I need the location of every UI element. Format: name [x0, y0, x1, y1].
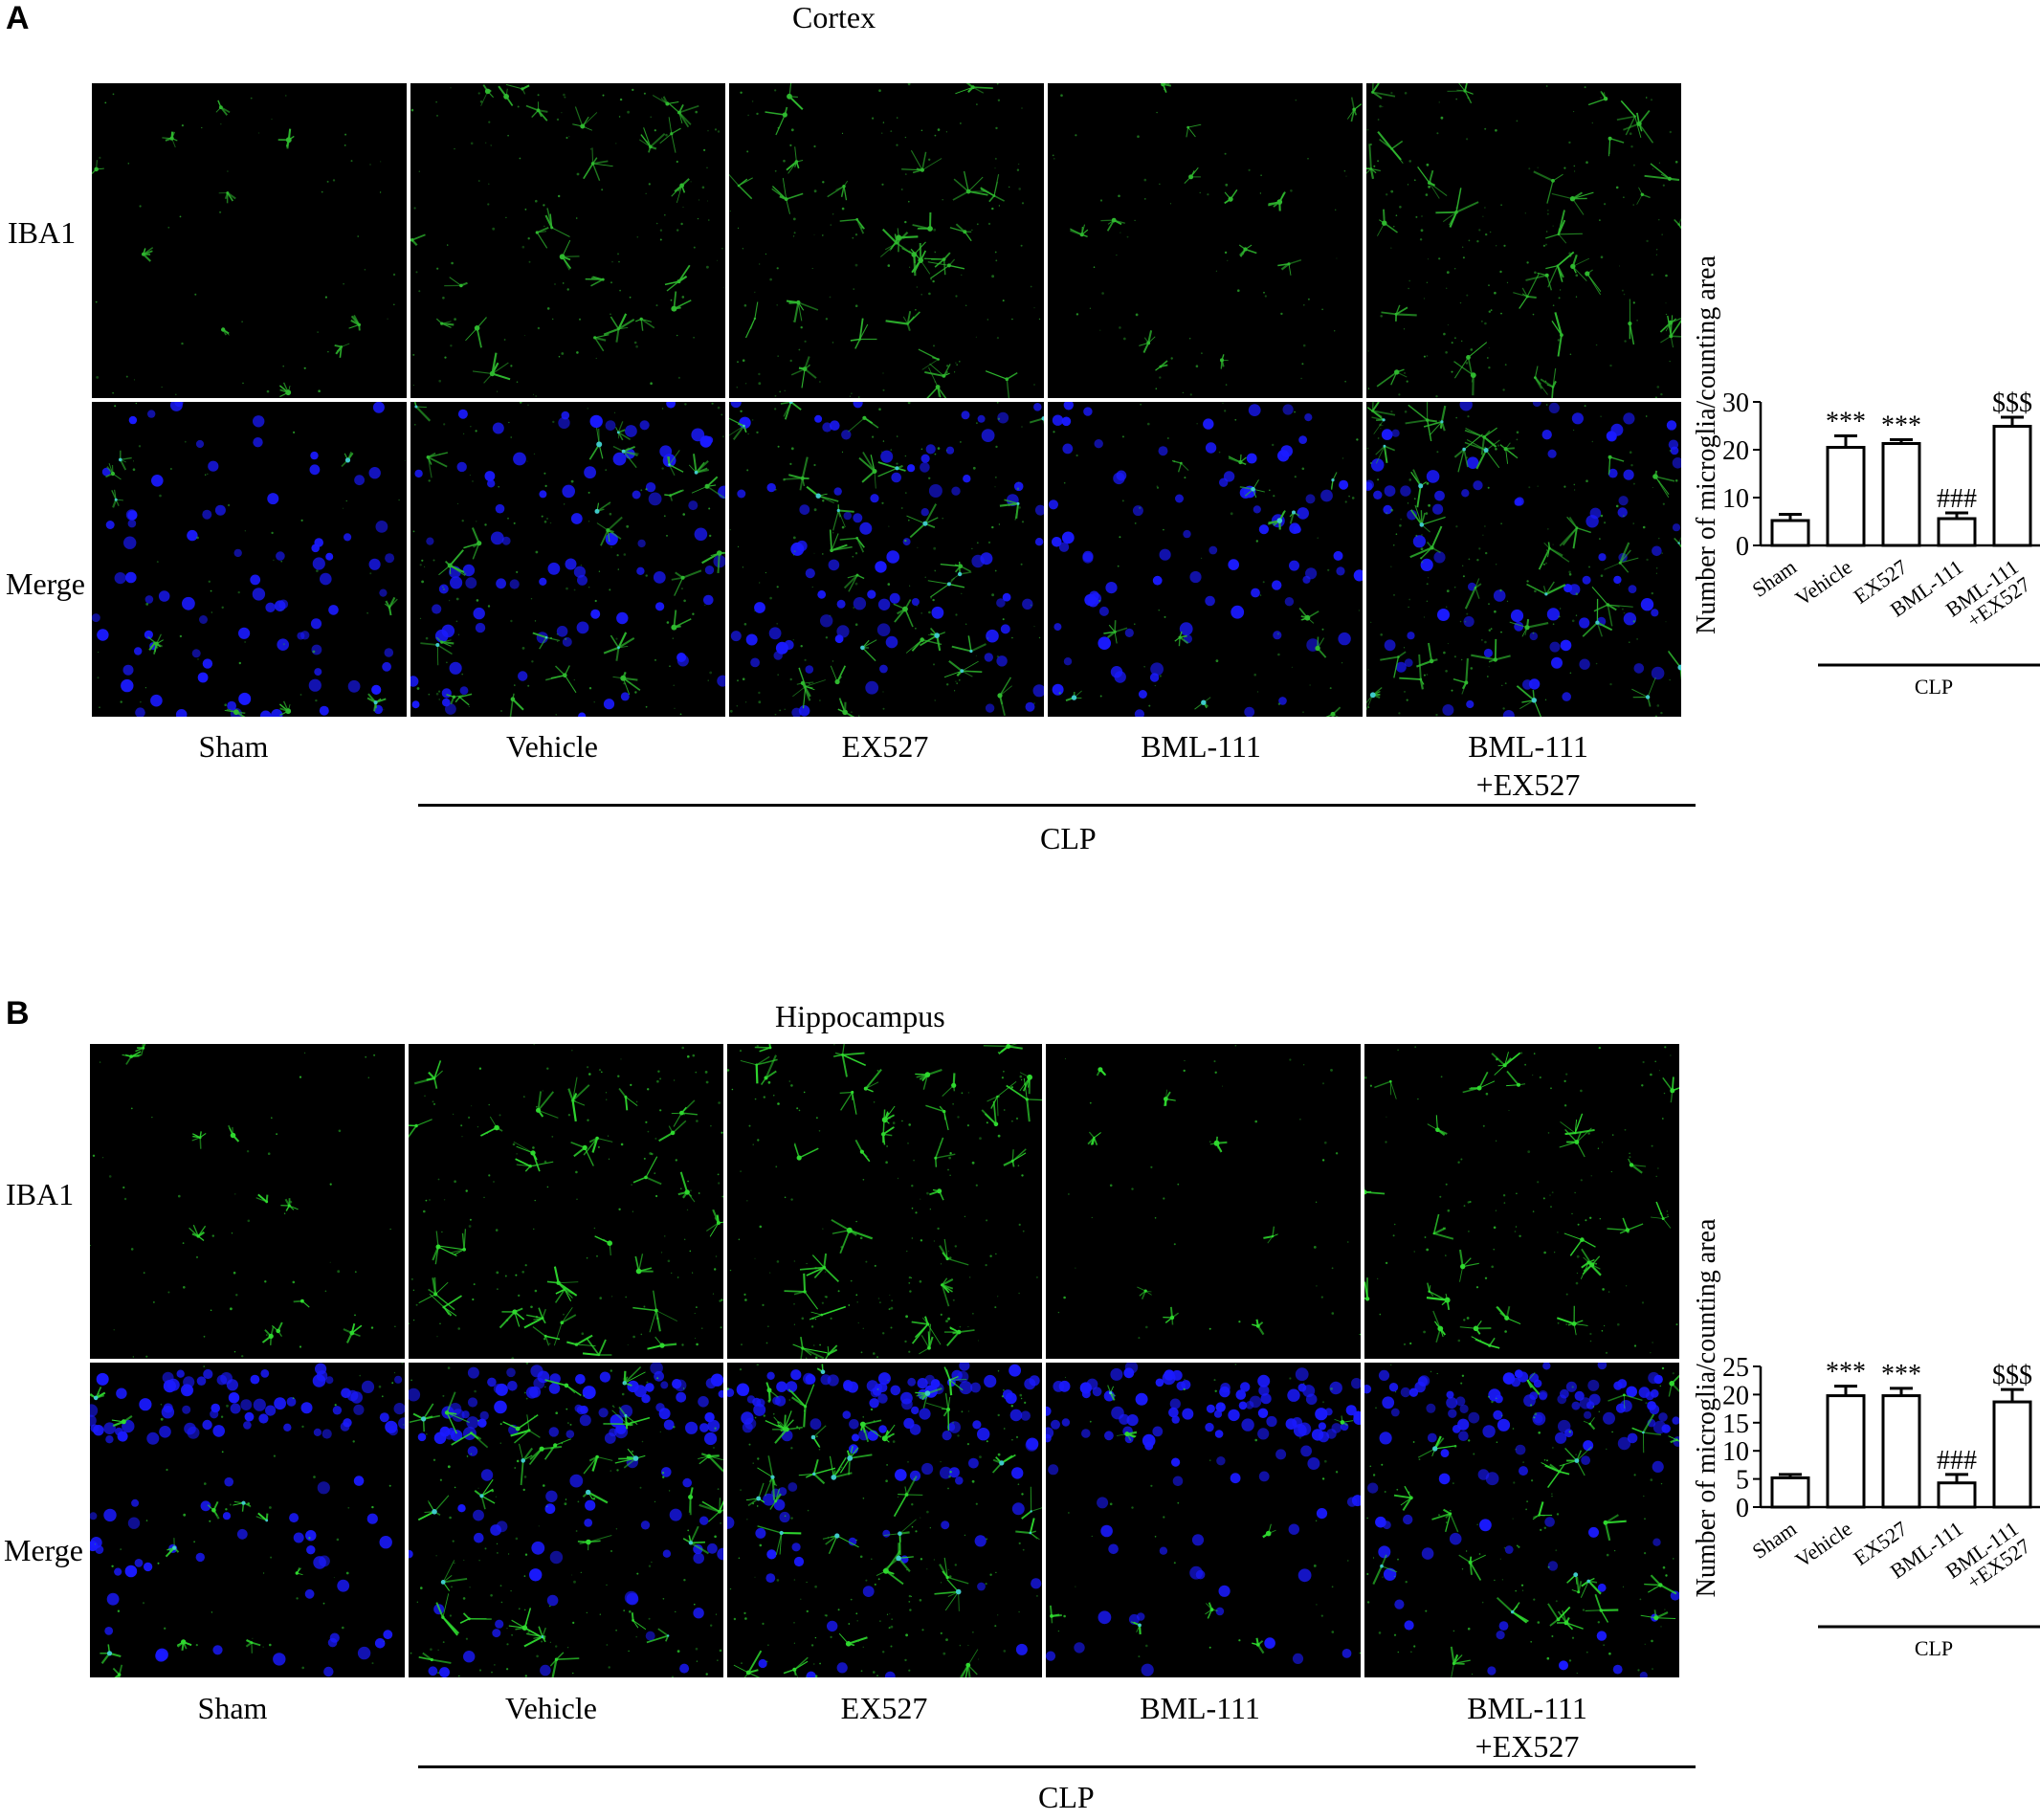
- micrograph-iba1-sham: [90, 1044, 405, 1359]
- micrograph-iba1-bml111-ex527: [1364, 1044, 1679, 1359]
- row-label-iba1: IBA1: [8, 215, 76, 251]
- micrograph-iba1-bml111-ex527: [1366, 83, 1681, 398]
- clp-label: CLP: [1915, 675, 1953, 699]
- group-label-ex527: EX527: [760, 1689, 1009, 1727]
- micrograph-iba1-bml111: [1048, 83, 1363, 398]
- clp-label: CLP: [1038, 1780, 1095, 1815]
- micrograph-merge-bml111: [1046, 1363, 1361, 1677]
- bar: [1939, 519, 1975, 545]
- micrograph-iba1-ex527: [729, 83, 1044, 398]
- y-tick-label: 15: [1722, 1409, 1749, 1439]
- bar: [1883, 444, 1919, 546]
- group-label-bml111: BML-111: [1075, 1689, 1324, 1727]
- panel-letter: B: [6, 995, 30, 1032]
- group-label-bml111-ex527: BML-111+EX527: [1404, 727, 1652, 804]
- y-tick-label: 30: [1722, 388, 1749, 418]
- bar: [1828, 448, 1864, 546]
- micrograph-merge-vehicle: [409, 1363, 723, 1677]
- bar: [1939, 1483, 1975, 1507]
- micrograph-merge-ex527: [729, 402, 1044, 717]
- micrograph-merge-sham: [92, 402, 407, 717]
- image-grid: [90, 1044, 1684, 1677]
- group-label-sham: Sham: [109, 727, 358, 766]
- group-label-vehicle: Vehicle: [428, 727, 676, 766]
- panel-letter: A: [6, 0, 30, 37]
- micrograph-iba1-ex527: [727, 1044, 1042, 1359]
- micrograph-merge-bml111-ex527: [1364, 1363, 1679, 1677]
- y-tick-label: 20: [1722, 1381, 1749, 1410]
- significance-annotation: ***: [1881, 1360, 1921, 1389]
- clp-label: CLP: [1915, 1636, 1953, 1660]
- micrograph-iba1-sham: [92, 83, 407, 398]
- bar-chart-cortex: Number of microglia/counting area 0 10 20 30…: [1684, 239, 2040, 861]
- y-axis-label: Number of microglia/counting area: [1692, 255, 1721, 634]
- significance-annotation: ###: [1937, 1446, 1977, 1476]
- micrograph-iba1-bml111: [1046, 1044, 1361, 1359]
- y-axis-label: Number of microglia/counting area: [1692, 1218, 1721, 1597]
- row-label-merge: Merge: [4, 1533, 83, 1568]
- significance-annotation: ***: [1881, 411, 1921, 441]
- y-tick-label: 10: [1722, 484, 1749, 514]
- y-tick-label: 0: [1736, 532, 1749, 562]
- clp-bracket-line: [418, 1765, 1696, 1768]
- bar: [1994, 427, 2030, 546]
- y-tick-label: 0: [1736, 1494, 1749, 1523]
- region-title: Cortex: [792, 0, 876, 35]
- significance-annotation: ***: [1826, 1358, 1866, 1387]
- group-label-bml111-ex527: BML-111+EX527: [1403, 1689, 1652, 1765]
- micrograph-merge-ex527: [727, 1363, 1042, 1677]
- group-label-ex527: EX527: [761, 727, 1009, 766]
- bar: [1828, 1396, 1864, 1507]
- x-tick-label: Vehicle: [1790, 1517, 1855, 1572]
- micrograph-iba1-vehicle: [410, 83, 725, 398]
- region-title: Hippocampus: [775, 999, 945, 1034]
- x-tick-label: Vehicle: [1790, 555, 1855, 610]
- group-label-bml111: BML-111: [1076, 727, 1325, 766]
- significance-annotation: $$$: [1992, 388, 2032, 418]
- y-tick-label: 10: [1722, 1437, 1749, 1467]
- group-label-sham: Sham: [108, 1689, 357, 1727]
- micrograph-merge-sham: [90, 1363, 405, 1677]
- row-label-merge: Merge: [6, 566, 85, 602]
- bar: [1772, 1477, 1808, 1507]
- micrograph-merge-bml111: [1048, 402, 1363, 717]
- clp-bracket-line: [418, 804, 1696, 807]
- bar: [1883, 1396, 1919, 1507]
- image-grid: [92, 83, 1686, 717]
- micrograph-iba1-vehicle: [409, 1044, 723, 1359]
- clp-label: CLP: [1040, 821, 1097, 856]
- panel-a: A Cortex IBA1 Merge Sham Vehicle EX527 B…: [0, 0, 2040, 861]
- panel-b: B Hippocampus IBA1 Merge Sham Vehicle EX…: [0, 995, 2040, 1815]
- row-label-iba1: IBA1: [6, 1177, 74, 1212]
- y-tick-label: 5: [1736, 1466, 1749, 1496]
- significance-annotation: ###: [1937, 484, 1977, 514]
- y-tick-label: 20: [1722, 436, 1749, 466]
- y-tick-label: 25: [1722, 1353, 1749, 1383]
- significance-annotation: ***: [1826, 408, 1866, 437]
- group-label-vehicle: Vehicle: [427, 1689, 676, 1727]
- micrograph-merge-vehicle: [410, 402, 725, 717]
- bar: [1994, 1402, 2030, 1507]
- significance-annotation: $$$: [1992, 1361, 2032, 1390]
- bar: [1772, 521, 1808, 545]
- micrograph-merge-bml111-ex527: [1366, 402, 1681, 717]
